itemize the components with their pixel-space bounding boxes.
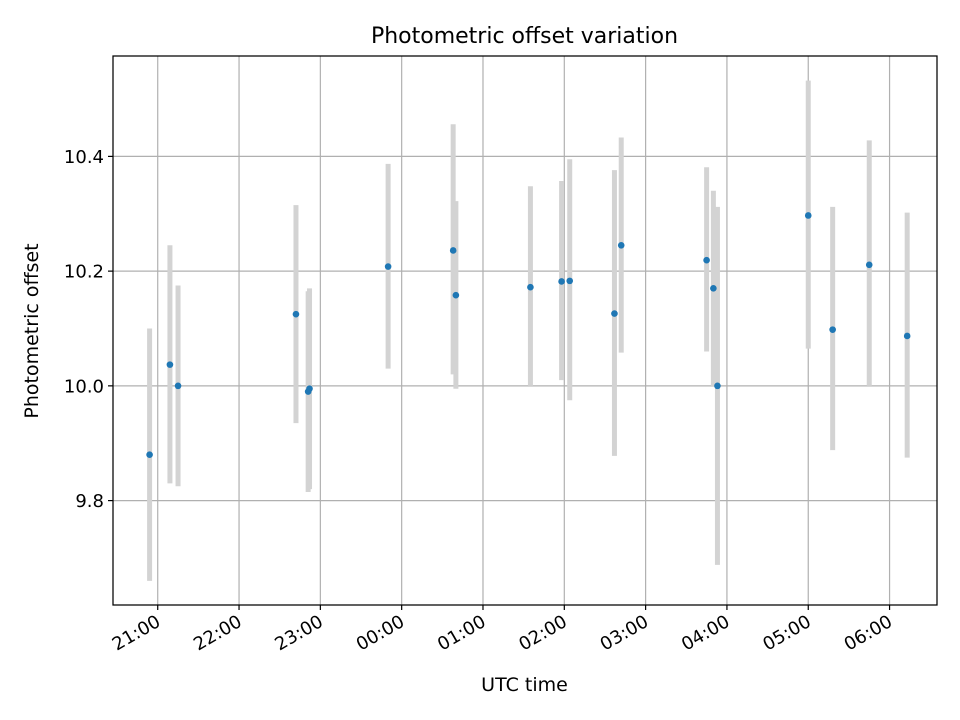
data-point — [166, 361, 174, 368]
y-tick-label: 10.0 — [64, 376, 104, 397]
data-point — [566, 277, 574, 285]
data-point — [306, 385, 313, 393]
data-point — [710, 285, 717, 292]
data-point — [452, 291, 460, 299]
y-tick-label: 10.4 — [64, 147, 104, 168]
data-point — [611, 310, 618, 317]
data-point — [449, 247, 457, 254]
data-point — [174, 382, 182, 390]
grid-lines — [113, 56, 937, 605]
data-point — [527, 283, 534, 291]
data-point — [714, 382, 721, 390]
y-tick-label: 10.2 — [64, 262, 104, 283]
plot-frame — [112, 55, 938, 606]
data-point — [617, 242, 625, 249]
data-point — [903, 332, 911, 340]
data-point — [558, 278, 565, 285]
data-point — [865, 261, 873, 269]
data-point — [384, 263, 392, 270]
data-point — [292, 310, 300, 318]
y-axis-ticks: 9.8 10.0 10.2 10.4 — [64, 147, 113, 512]
data-point — [703, 256, 710, 264]
data-point — [804, 212, 812, 219]
data-point — [146, 451, 153, 458]
y-tick-label: 9.8 — [75, 491, 104, 512]
data-points — [146, 212, 911, 458]
data-point — [829, 326, 836, 333]
x-axis-label: UTC time — [481, 674, 568, 696]
chart-title: Photometric offset variation — [371, 24, 678, 49]
y-axis-label: Photometric offset — [21, 243, 43, 418]
